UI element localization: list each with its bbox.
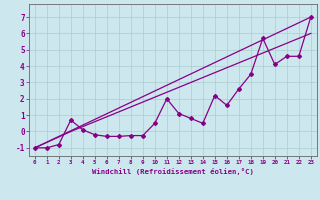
X-axis label: Windchill (Refroidissement éolien,°C): Windchill (Refroidissement éolien,°C) xyxy=(92,168,254,175)
